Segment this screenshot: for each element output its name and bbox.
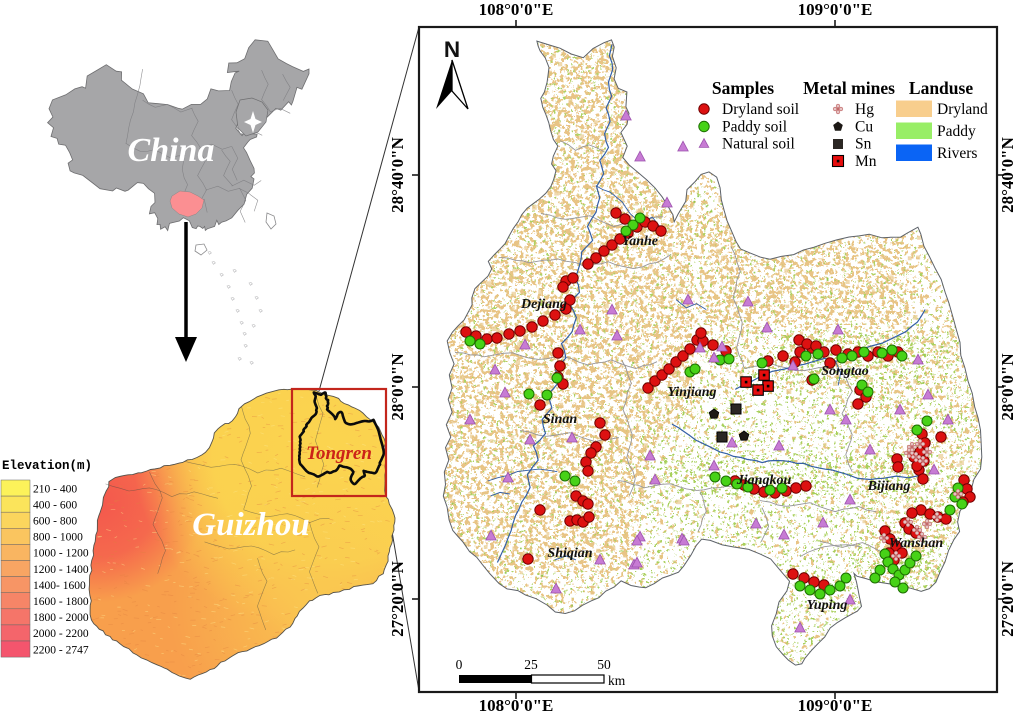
svg-text:N: N — [444, 37, 460, 62]
svg-text:28°40'0"N: 28°40'0"N — [388, 136, 407, 212]
svg-text:Cu: Cu — [855, 119, 873, 136]
svg-text:Yinjiang: Yinjiang — [667, 385, 716, 400]
svg-text:Paddy: Paddy — [937, 123, 976, 140]
svg-text:Bijiang: Bijiang — [867, 479, 911, 494]
svg-text:1200 - 1400: 1200 - 1400 — [33, 564, 89, 576]
svg-text:Jiangkou: Jiangkou — [736, 473, 792, 488]
svg-text:28°0'0"N: 28°0'0"N — [998, 353, 1017, 421]
svg-text:Rivers: Rivers — [937, 145, 977, 162]
svg-text:Yanhe: Yanhe — [622, 234, 658, 249]
svg-text:2000 - 2200: 2000 - 2200 — [33, 628, 89, 640]
svg-text:Dejiang: Dejiang — [520, 297, 567, 312]
svg-text:108°0'0"E: 108°0'0"E — [479, 696, 554, 715]
svg-text:400 - 600: 400 - 600 — [33, 499, 77, 511]
svg-text:Wanshan: Wanshan — [889, 536, 943, 551]
svg-text:Paddy soil: Paddy soil — [722, 119, 787, 136]
svg-text:Samples: Samples — [712, 78, 774, 98]
svg-text:1800 - 2000: 1800 - 2000 — [33, 612, 89, 624]
svg-text:0: 0 — [456, 657, 463, 672]
svg-text:600 - 800: 600 - 800 — [33, 516, 77, 528]
svg-text:Elevation(m): Elevation(m) — [2, 459, 92, 473]
svg-text:Shiqian: Shiqian — [547, 546, 592, 561]
svg-text:28°40'0"N: 28°40'0"N — [998, 136, 1017, 212]
svg-text:Hg: Hg — [855, 101, 874, 118]
svg-text:1000 - 1200: 1000 - 1200 — [33, 548, 89, 560]
svg-text:27°20'0"N: 27°20'0"N — [998, 560, 1017, 636]
svg-text:800 - 1000: 800 - 1000 — [33, 532, 83, 544]
svg-text:1600 - 1800: 1600 - 1800 — [33, 596, 89, 608]
svg-text:50: 50 — [597, 657, 611, 672]
svg-text:210 - 400: 210 - 400 — [33, 483, 77, 495]
svg-text:Tongren: Tongren — [306, 443, 372, 464]
svg-text:Dryland soil: Dryland soil — [722, 101, 799, 118]
svg-text:28°0'0"N: 28°0'0"N — [388, 353, 407, 421]
svg-text:km: km — [608, 673, 626, 688]
svg-text:Sn: Sn — [855, 136, 872, 153]
svg-text:Landuse: Landuse — [909, 78, 973, 98]
svg-text:109°0'0"E: 109°0'0"E — [798, 696, 873, 715]
svg-text:Metal mines: Metal mines — [803, 78, 895, 98]
svg-text:Dryland: Dryland — [937, 101, 988, 118]
svg-text:108°0'0"E: 108°0'0"E — [479, 0, 554, 19]
svg-text:Natural soil: Natural soil — [722, 136, 795, 153]
svg-text:1400- 1600: 1400- 1600 — [33, 580, 86, 592]
svg-text:China: China — [128, 132, 215, 169]
svg-text:Sinan: Sinan — [543, 412, 577, 427]
svg-text:Yuping: Yuping — [807, 598, 848, 613]
svg-text:25: 25 — [524, 657, 538, 672]
svg-text:Mn: Mn — [855, 153, 877, 170]
svg-text:Songtao: Songtao — [821, 364, 868, 379]
svg-text:27°20'0"N: 27°20'0"N — [388, 560, 407, 636]
svg-text:Guizhou: Guizhou — [192, 507, 309, 543]
svg-text:2200 - 2747: 2200 - 2747 — [33, 644, 89, 656]
svg-text:109°0'0"E: 109°0'0"E — [798, 0, 873, 19]
